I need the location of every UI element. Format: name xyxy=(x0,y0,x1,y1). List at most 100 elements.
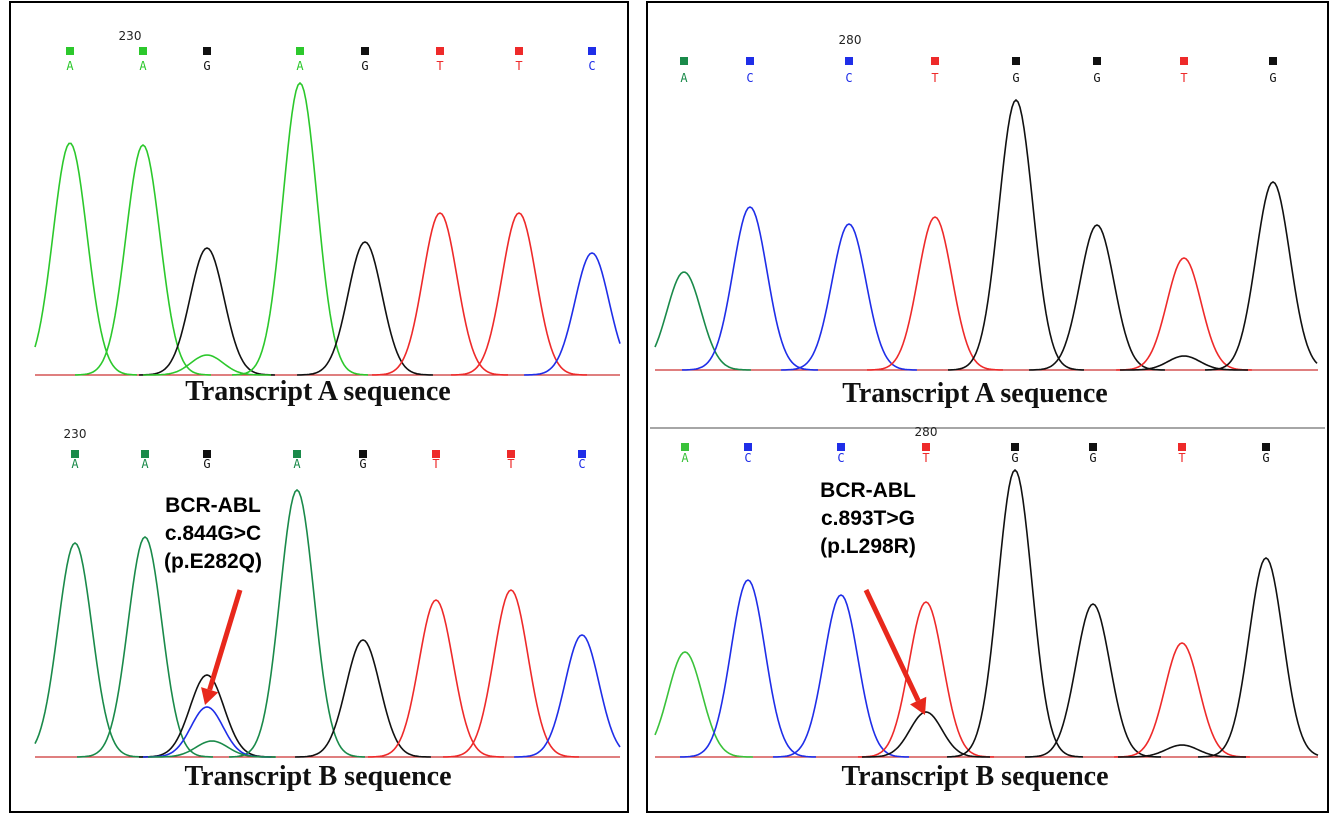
trace-peak xyxy=(443,590,579,757)
trace-peak xyxy=(372,213,508,375)
annotation-line: BCR-ABL xyxy=(820,479,916,502)
annotation-line: c.893T>G xyxy=(821,507,915,530)
base-call: C xyxy=(744,451,751,465)
base-marker xyxy=(1180,57,1188,65)
trace-peak xyxy=(947,470,1083,757)
arrow-shaft xyxy=(866,590,918,701)
trace-peak xyxy=(862,712,990,757)
base-call: T xyxy=(1178,451,1185,465)
trace-peak xyxy=(655,272,751,370)
figure: 230 A A G A G T T C Transcript A sequence 230 A A G A G… xyxy=(0,0,1338,815)
base-call: T xyxy=(436,59,443,73)
base-marker xyxy=(203,47,211,55)
trace-peak xyxy=(680,580,816,757)
trace-peak xyxy=(1029,225,1165,370)
base-marker xyxy=(139,47,147,55)
base-call: A xyxy=(296,59,304,73)
base-marker xyxy=(1011,443,1019,451)
base-call: T xyxy=(922,451,929,465)
annotation-line: c.844G>C xyxy=(165,522,261,545)
trace-peak xyxy=(867,217,1003,370)
trace-peak xyxy=(858,602,994,757)
base-marker xyxy=(845,57,853,65)
base-call: G xyxy=(1089,451,1096,465)
base-marker xyxy=(746,57,754,65)
base-call: G xyxy=(203,457,210,471)
trace-peak xyxy=(35,543,143,757)
base-call: A xyxy=(66,59,74,73)
position-label: 280 xyxy=(839,33,862,47)
base-call: T xyxy=(515,59,522,73)
trace-peak xyxy=(514,635,620,757)
base-marker xyxy=(837,443,845,451)
annotation-line: BCR-ABL xyxy=(165,494,261,517)
base-call: C xyxy=(845,71,852,85)
trace-peak xyxy=(682,207,818,370)
base-call: G xyxy=(361,59,368,73)
base-marker xyxy=(436,47,444,55)
base-marker xyxy=(1262,443,1270,451)
base-call: G xyxy=(1269,71,1276,85)
base-call: G xyxy=(1093,71,1100,85)
base-marker xyxy=(515,47,523,55)
base-marker xyxy=(588,47,596,55)
base-marker xyxy=(1012,57,1020,65)
base-marker xyxy=(296,47,304,55)
trace-peak xyxy=(781,224,917,370)
arrow-shaft xyxy=(210,590,240,690)
trace-peak xyxy=(143,355,271,375)
panel-frame xyxy=(10,2,628,812)
trace-peak xyxy=(1205,182,1317,370)
base-call: T xyxy=(1180,71,1187,85)
base-call: A xyxy=(71,457,79,471)
base-marker xyxy=(1093,57,1101,65)
base-marker xyxy=(681,443,689,451)
trace-peak xyxy=(297,242,433,375)
trace-peak xyxy=(35,143,137,375)
trace-peak xyxy=(295,640,431,757)
base-marker xyxy=(931,57,939,65)
base-call: C xyxy=(837,451,844,465)
base-marker xyxy=(922,443,930,451)
caption: Transcript A sequence xyxy=(185,376,450,407)
position-label: 280 xyxy=(915,425,938,439)
trace-peak xyxy=(948,100,1084,370)
base-marker xyxy=(1178,443,1186,451)
trace-peak xyxy=(451,213,587,375)
base-marker xyxy=(361,47,369,55)
trace-peak xyxy=(524,253,620,375)
trace-peak xyxy=(773,595,909,757)
trace-peak xyxy=(1025,604,1161,757)
base-marker xyxy=(744,443,752,451)
trace-peak xyxy=(139,248,275,375)
caption: Transcript B sequence xyxy=(184,761,451,792)
caption: Transcript B sequence xyxy=(841,761,1108,792)
trace-peak xyxy=(75,145,211,375)
base-marker xyxy=(1089,443,1097,451)
base-call: C xyxy=(746,71,753,85)
base-call: G xyxy=(359,457,366,471)
trace-peak xyxy=(1114,643,1250,757)
position-label: 230 xyxy=(119,29,142,43)
trace-peak xyxy=(232,83,368,375)
trace-peak xyxy=(1116,258,1252,370)
caption: Transcript A sequence xyxy=(842,378,1107,409)
annotation-line: (p.E282Q) xyxy=(164,550,262,573)
base-call: C xyxy=(578,457,585,471)
base-call: T xyxy=(507,457,514,471)
base-marker xyxy=(1269,57,1277,65)
arrow-head xyxy=(201,687,218,705)
trace-peak xyxy=(368,600,504,757)
base-marker xyxy=(680,57,688,65)
base-call: A xyxy=(141,457,149,471)
base-call: G xyxy=(203,59,210,73)
position-label: 230 xyxy=(64,427,87,441)
trace-peak xyxy=(1198,558,1318,757)
annotation-line: (p.L298R) xyxy=(820,535,916,558)
base-call: G xyxy=(1012,71,1019,85)
base-call: T xyxy=(931,71,938,85)
base-call: A xyxy=(680,71,688,85)
base-call: T xyxy=(432,457,439,471)
base-call: A xyxy=(139,59,147,73)
base-call: C xyxy=(588,59,595,73)
